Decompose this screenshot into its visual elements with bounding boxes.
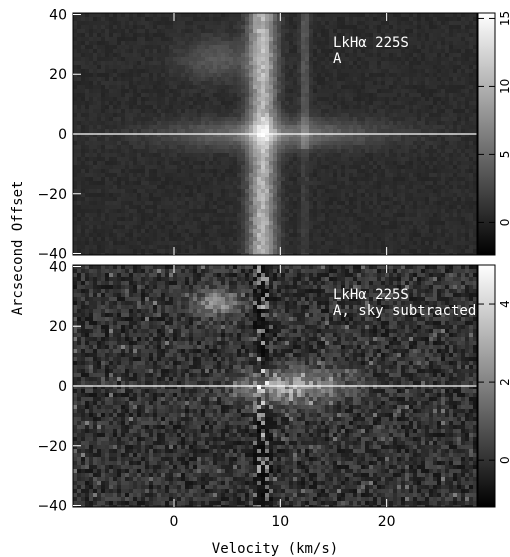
panel-annotation: A xyxy=(333,51,342,67)
x-axis-title: Velocity (km/s) xyxy=(212,541,338,557)
y-tick-label: 0 xyxy=(58,379,67,395)
panel-annotation: LkHα 225S xyxy=(333,287,409,303)
y-tick-label: 0 xyxy=(58,127,67,143)
colorbar xyxy=(477,12,496,256)
heatmap-image xyxy=(73,265,477,507)
panel-annotation: LkHα 225S xyxy=(333,35,409,51)
y-tick-label: 40 xyxy=(49,7,67,23)
y-tick-label: 20 xyxy=(49,319,67,335)
colorbar-tick-label: 0 xyxy=(498,219,510,227)
y-axis-title: Arcsecond Offset xyxy=(10,181,26,316)
y-tick-label: 40 xyxy=(49,259,67,275)
y-tick-label: 20 xyxy=(49,67,67,83)
y-tick-label: −20 xyxy=(37,439,67,455)
y-tick-label: −20 xyxy=(37,187,67,203)
y-tick-label: −40 xyxy=(37,499,67,515)
panel-annotation: A, sky subtracted xyxy=(333,303,476,319)
x-tick-label: 20 xyxy=(378,514,396,530)
colorbar-tick-label: 5 xyxy=(498,151,510,159)
colorbar xyxy=(477,264,496,508)
y-tick-label: −40 xyxy=(37,247,67,263)
x-tick-label: 10 xyxy=(271,514,289,530)
colorbar-tick-label: 0 xyxy=(498,456,510,464)
colorbar-tick-label: 2 xyxy=(498,378,510,386)
colorbar-tick-label: 10 xyxy=(498,79,510,94)
colorbar-tick-label: 4 xyxy=(498,300,510,308)
x-tick-label: 0 xyxy=(170,514,179,530)
heatmap-image xyxy=(73,13,477,255)
colorbar-tick-label: 15 xyxy=(498,11,510,26)
